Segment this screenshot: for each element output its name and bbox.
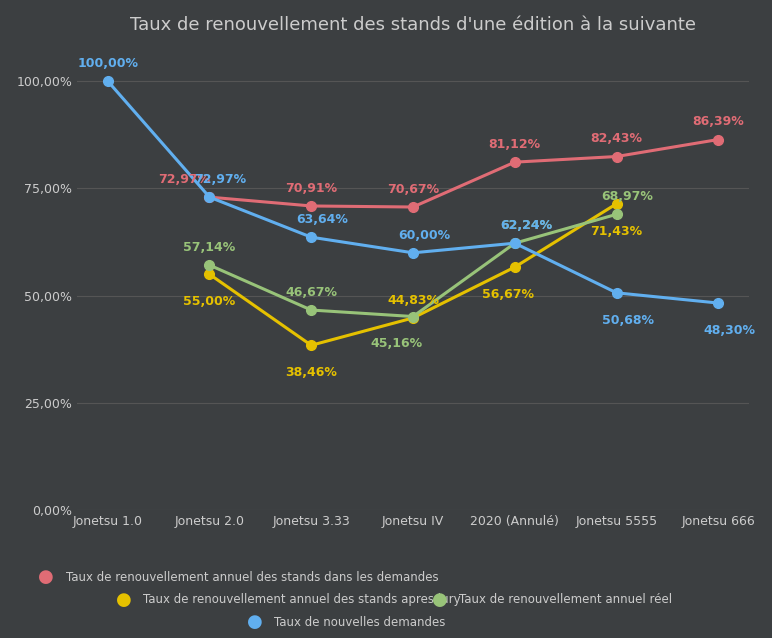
Text: 68,97%: 68,97% xyxy=(601,190,654,203)
Text: ●: ● xyxy=(39,568,54,586)
Text: 82,43%: 82,43% xyxy=(591,133,642,145)
Text: 44,83%: 44,83% xyxy=(387,294,439,307)
Text: 81,12%: 81,12% xyxy=(489,138,541,151)
Text: ●: ● xyxy=(247,613,262,631)
Text: 62,24%: 62,24% xyxy=(499,219,552,232)
Title: Taux de renouvellement des stands d'une édition à la suivante: Taux de renouvellement des stands d'une … xyxy=(130,16,696,34)
Text: Taux de renouvellement annuel réel: Taux de renouvellement annuel réel xyxy=(459,593,672,606)
Text: ●: ● xyxy=(116,591,131,609)
Text: 72,97%: 72,97% xyxy=(158,173,211,186)
Text: Taux de nouvelles demandes: Taux de nouvelles demandes xyxy=(274,616,445,628)
Text: 72,97%: 72,97% xyxy=(195,173,247,186)
Text: 62,24%: 62,24% xyxy=(499,219,552,232)
Text: 100,00%: 100,00% xyxy=(77,57,138,70)
Text: 70,91%: 70,91% xyxy=(285,182,337,195)
Text: 57,14%: 57,14% xyxy=(184,241,235,254)
Text: 38,46%: 38,46% xyxy=(286,366,337,379)
Text: ●: ● xyxy=(432,591,448,609)
Text: 48,30%: 48,30% xyxy=(703,324,756,337)
Text: Taux de renouvellement annuel des stands apres jury: Taux de renouvellement annuel des stands… xyxy=(143,593,460,606)
Text: 63,64%: 63,64% xyxy=(296,213,348,226)
Text: 71,43%: 71,43% xyxy=(591,225,642,237)
Text: 50,68%: 50,68% xyxy=(601,314,654,327)
Text: 55,00%: 55,00% xyxy=(184,295,235,308)
Text: 56,67%: 56,67% xyxy=(482,288,534,301)
Text: 70,67%: 70,67% xyxy=(387,183,439,196)
Text: 46,67%: 46,67% xyxy=(286,286,337,299)
Text: Taux de renouvellement annuel des stands dans les demandes: Taux de renouvellement annuel des stands… xyxy=(66,571,438,584)
Text: 45,16%: 45,16% xyxy=(371,338,422,350)
Text: 86,39%: 86,39% xyxy=(692,115,744,128)
Text: 60,00%: 60,00% xyxy=(398,228,450,242)
